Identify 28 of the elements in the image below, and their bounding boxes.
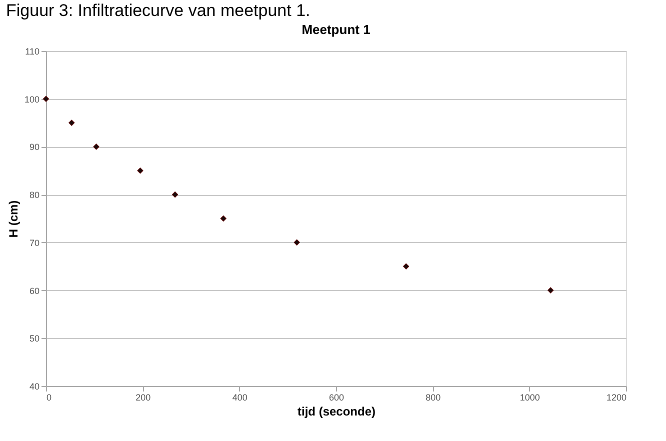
point	[548, 287, 554, 294]
chart-title: Meetpunt 1	[302, 22, 370, 37]
text: Figuur 3: Infiltratiecurve van meetpunt 1.	[6, 1, 310, 20]
point	[137, 168, 144, 174]
x-tick-label: 800	[426, 392, 441, 402]
x-axis-title: tijd (seconde)	[297, 404, 376, 418]
x-tick-label: 1000	[520, 392, 540, 402]
x-tick-label: 200	[136, 392, 151, 402]
y-tick-label: 80	[29, 190, 40, 200]
x-tick-label: 1200	[606, 392, 626, 402]
point	[403, 263, 410, 270]
y-tick-label: 100	[24, 94, 40, 104]
point	[172, 192, 178, 198]
point	[93, 144, 100, 150]
point	[220, 215, 226, 222]
point	[68, 120, 75, 126]
point	[42, 96, 50, 102]
y-tick-label: 50	[29, 334, 40, 344]
y-tick-label: 40	[29, 382, 40, 392]
x-tick-label: 600	[328, 392, 344, 402]
y-tick-label: 90	[29, 142, 40, 152]
y-axis-title: H (cm)	[6, 200, 20, 238]
y-tick-label: 110	[25, 46, 40, 56]
point	[294, 239, 300, 246]
x-tick-label: 400	[232, 392, 248, 402]
y-tick-label: 60	[29, 286, 40, 296]
x-tick-label: 0	[46, 392, 52, 402]
y-tick-label: 70	[29, 238, 40, 248]
